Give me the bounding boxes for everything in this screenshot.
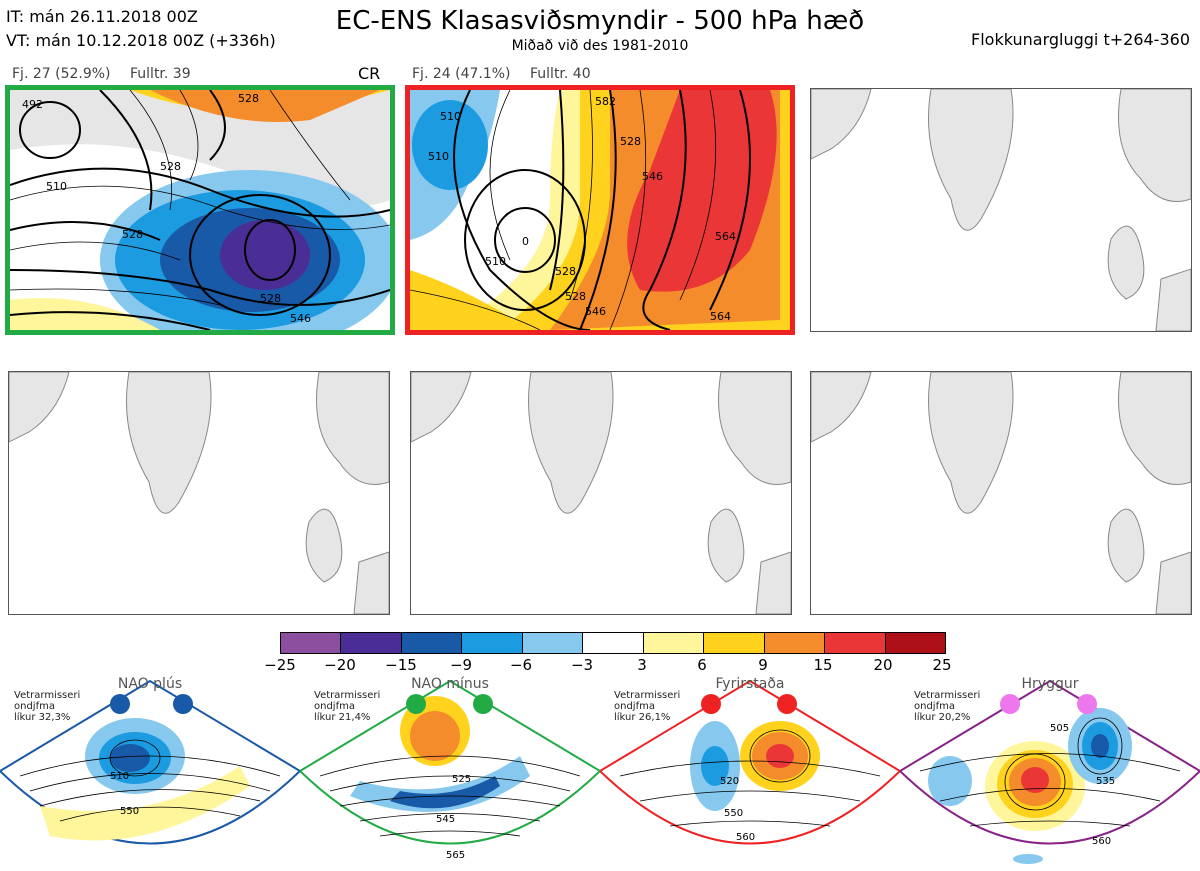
colorbar-label: −25	[264, 656, 296, 674]
empty-map-5[interactable]	[410, 371, 792, 615]
regime-contour-label: 550	[120, 806, 139, 817]
classification-window: Flokkunargluggi t+264-360	[971, 30, 1190, 49]
panel-2-fulltr: Fulltr. 40	[530, 66, 591, 82]
colorbar-swatch	[401, 633, 463, 653]
cluster-map-2[interactable]: 510 510 528 528 546 564 510 528 546 564 …	[405, 85, 795, 335]
regime-contour-label: 560	[736, 832, 755, 843]
contour-label: 546	[290, 312, 311, 325]
colorbar-label: −20	[324, 656, 356, 674]
regime-note: Vetrarmisseri ondjfma líkur 20,2%	[914, 690, 980, 723]
note-line: Vetrarmisseri	[314, 690, 381, 701]
contour-label: 510	[46, 180, 67, 193]
colorbar-label: 25	[932, 656, 952, 674]
regime-contour-label: 550	[724, 808, 743, 819]
regime-contour-label: 535	[1096, 776, 1115, 787]
colorbar-swatch	[583, 633, 644, 653]
colorbar-label: 6	[697, 656, 707, 674]
note-line: líkur 32,3%	[14, 712, 71, 723]
note-line: ondjfma	[914, 701, 955, 712]
note-line: Vetrarmisseri	[14, 690, 81, 701]
note-line: ondjfma	[14, 701, 55, 712]
contour-label: 492	[22, 98, 43, 111]
empty-map-6[interactable]	[810, 371, 1192, 615]
colorbar-label: 15	[813, 656, 833, 674]
contour-label: 510	[440, 110, 461, 123]
regime-title: Hryggur	[1021, 676, 1079, 692]
contour-label: 582	[595, 95, 616, 108]
regime-ridge[interactable]: 505 535 560 Hryggur Vetrarmisseri ondjfm…	[900, 676, 1200, 871]
regime-contour-label: 520	[720, 776, 739, 787]
contour-label: 0	[522, 235, 529, 248]
page-subtitle: Miðað við des 1981-2010	[511, 38, 689, 54]
note-line: ondjfma	[614, 701, 655, 712]
contour-label: 546	[585, 305, 606, 318]
panel-1-fulltr: Fulltr. 39	[130, 66, 191, 82]
regime-title: NAO mínus	[411, 676, 489, 692]
contour-label: 528	[122, 228, 143, 241]
colorbar-label: 20	[873, 656, 893, 674]
regime-contour-label: 545	[436, 814, 455, 825]
colorbar-label: −15	[385, 656, 417, 674]
empty-map-3[interactable]	[810, 88, 1192, 332]
contour-label: 546	[642, 170, 663, 183]
contour-label: 528	[238, 92, 259, 105]
cluster-map-1[interactable]: 492 528 528 510 528 546 528	[5, 85, 395, 335]
note-line: líkur 20,2%	[914, 712, 971, 723]
colorbar-swatch	[341, 633, 402, 653]
colorbar-label: −3	[570, 656, 594, 674]
contour-label: 564	[710, 310, 731, 323]
note-line: líkur 21,4%	[314, 712, 371, 723]
page-title: EC-ENS Klasasviðsmyndir - 500 hPa hæð	[335, 6, 865, 36]
panel-2-count: Fj. 24 (47.1%)	[412, 66, 511, 82]
contour-label: 564	[715, 230, 736, 243]
colorbar-swatch	[885, 633, 945, 653]
contour-label: 528	[260, 292, 281, 305]
regime-contour-label: 560	[1092, 836, 1111, 847]
regime-title: NAO plús	[117, 676, 183, 692]
regime-contour-label: 505	[1050, 723, 1069, 734]
colorbar-label: −6	[509, 656, 533, 674]
valid-time: VT: mán 10.12.2018 00Z (+336h)	[6, 31, 276, 50]
contour-label: 528	[620, 135, 641, 148]
regime-note: Vetrarmisseri ondjfma líkur 26,1%	[614, 690, 680, 723]
regime-nao-plus[interactable]: 510 550 NAO plús Vetrarmisseri ondjfma l…	[0, 676, 300, 871]
regime-contour-label: 510	[110, 771, 129, 782]
regime-nao-minus[interactable]: 525 545 565 NAO mínus Vetrarmisseri ondj…	[300, 676, 600, 871]
init-time: IT: mán 26.11.2018 00Z	[6, 7, 198, 26]
colorbar-swatch	[643, 633, 705, 653]
colorbar-swatch	[764, 633, 826, 653]
colorbar-label: 3	[637, 656, 647, 674]
panel-1-tag: CR	[358, 64, 381, 83]
contour-label: 528	[160, 160, 181, 173]
colorbar-swatch	[281, 633, 342, 653]
header-left: IT: mán 26.11.2018 00Z VT: mán 10.12.201…	[6, 5, 276, 53]
regime-contour-label: 565	[446, 850, 465, 861]
colorbar-label: 9	[758, 656, 768, 674]
colorbar-swatch	[704, 633, 765, 653]
contour-label: 510	[428, 150, 449, 163]
colorbar-swatch	[462, 633, 523, 653]
regime-blocking[interactable]: 520 550 560 Fyrirstaða Vetrarmisseri ond…	[600, 676, 900, 871]
contour-label: 528	[565, 290, 586, 303]
note-line: ondjfma	[314, 701, 355, 712]
contour-label: 528	[555, 265, 576, 278]
colorbar-swatch	[825, 633, 886, 653]
regime-note: Vetrarmisseri ondjfma líkur 21,4%	[314, 690, 380, 723]
regime-title: Fyrirstaða	[715, 676, 785, 692]
contour-label: 510	[485, 255, 506, 268]
note-line: líkur 26,1%	[614, 712, 671, 723]
colorbar-swatch	[522, 633, 584, 653]
regime-note: Vetrarmisseri ondjfma líkur 32,3%	[14, 690, 80, 723]
note-line: Vetrarmisseri	[914, 690, 981, 701]
colorbar	[280, 632, 946, 654]
colorbar-label: −9	[449, 656, 473, 674]
note-line: Vetrarmisseri	[614, 690, 681, 701]
regime-contour-label: 525	[452, 774, 471, 785]
empty-map-4[interactable]	[8, 371, 390, 615]
panel-1-count: Fj. 27 (52.9%)	[12, 66, 111, 82]
